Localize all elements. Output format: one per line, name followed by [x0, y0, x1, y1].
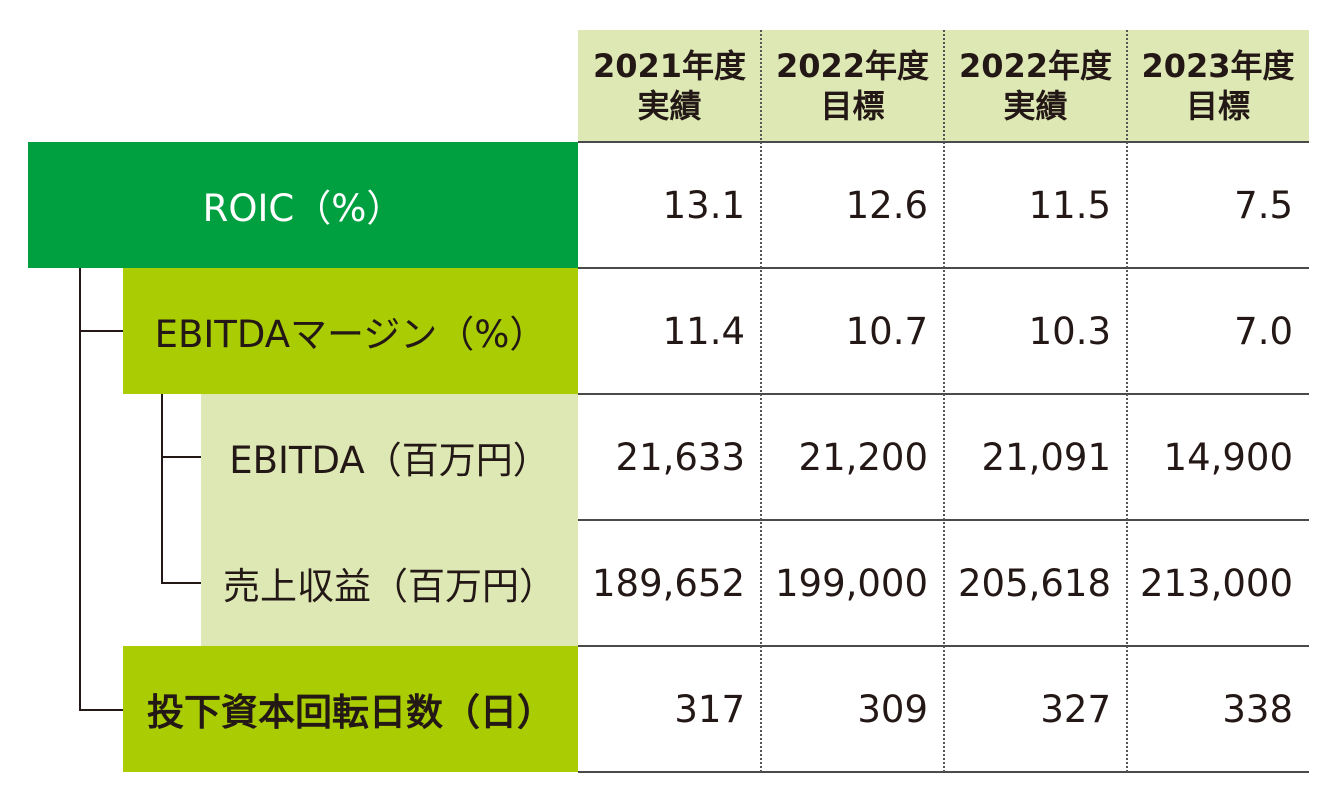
- column-header-type: 実績: [637, 87, 702, 125]
- row-label-sales-revenue: 売上収益（百万円）: [201, 520, 578, 646]
- table-cell: 317: [674, 687, 745, 731]
- table-cell: 21,091: [981, 435, 1111, 479]
- column-header-type: 実績: [1003, 87, 1068, 125]
- tree-connector-branch: [79, 330, 123, 332]
- table-cell: 10.3: [1028, 309, 1111, 353]
- table-cell: 13.1: [662, 183, 745, 227]
- table-cell: 11.5: [1028, 183, 1111, 227]
- table-cell: 199,000: [774, 561, 928, 605]
- table-cell: 309: [857, 687, 928, 731]
- column-divider: [943, 30, 945, 772]
- table-cell: 7.5: [1234, 183, 1293, 227]
- tree-connector-branch: [161, 582, 201, 584]
- table-cell: 213,000: [1139, 561, 1293, 605]
- table-cell: 12.6: [845, 183, 928, 227]
- column-header-type: 目標: [1185, 87, 1250, 125]
- row-label-ebitda-margin: EBITDAマージン（%）: [123, 268, 578, 394]
- row-label-invested-capital-turnover-days: 投下資本回転日数（日）: [123, 646, 578, 772]
- table-cell: 14,900: [1163, 435, 1293, 479]
- tree-connector-branch: [161, 456, 201, 458]
- tree-connector-vertical: [79, 268, 81, 711]
- table-cell: 205,618: [957, 561, 1111, 605]
- column-header-2022-target: 2022年度 目標: [761, 30, 944, 142]
- column-header-year: 2022年度: [775, 47, 930, 85]
- tree-connector-vertical: [161, 394, 163, 584]
- table-cell: 189,652: [591, 561, 745, 605]
- row-label-roic: ROIC（%）: [28, 142, 578, 268]
- column-header-2022-actual: 2022年度 実績: [944, 30, 1127, 142]
- table-cell: 21,200: [798, 435, 928, 479]
- table-cell: 7.0: [1234, 309, 1293, 353]
- row-divider: [578, 771, 1309, 773]
- column-divider: [1126, 30, 1128, 772]
- tree-connector-branch: [79, 709, 123, 711]
- column-header-year: 2023年度: [1141, 47, 1295, 85]
- table-cell: 11.4: [662, 309, 745, 353]
- column-header-2023-target: 2023年度 目標: [1127, 30, 1309, 142]
- column-header-year: 2021年度: [592, 47, 747, 85]
- column-divider: [760, 30, 762, 772]
- table-cell: 338: [1222, 687, 1293, 731]
- column-header-2021-actual: 2021年度 実績: [578, 30, 761, 142]
- row-label-ebitda: EBITDA（百万円）: [201, 394, 578, 520]
- table-cell: 21,633: [615, 435, 745, 479]
- column-header-year: 2022年度: [958, 47, 1113, 85]
- table-cell: 10.7: [845, 309, 928, 353]
- column-header-type: 目標: [820, 87, 885, 125]
- table-cell: 327: [1040, 687, 1111, 731]
